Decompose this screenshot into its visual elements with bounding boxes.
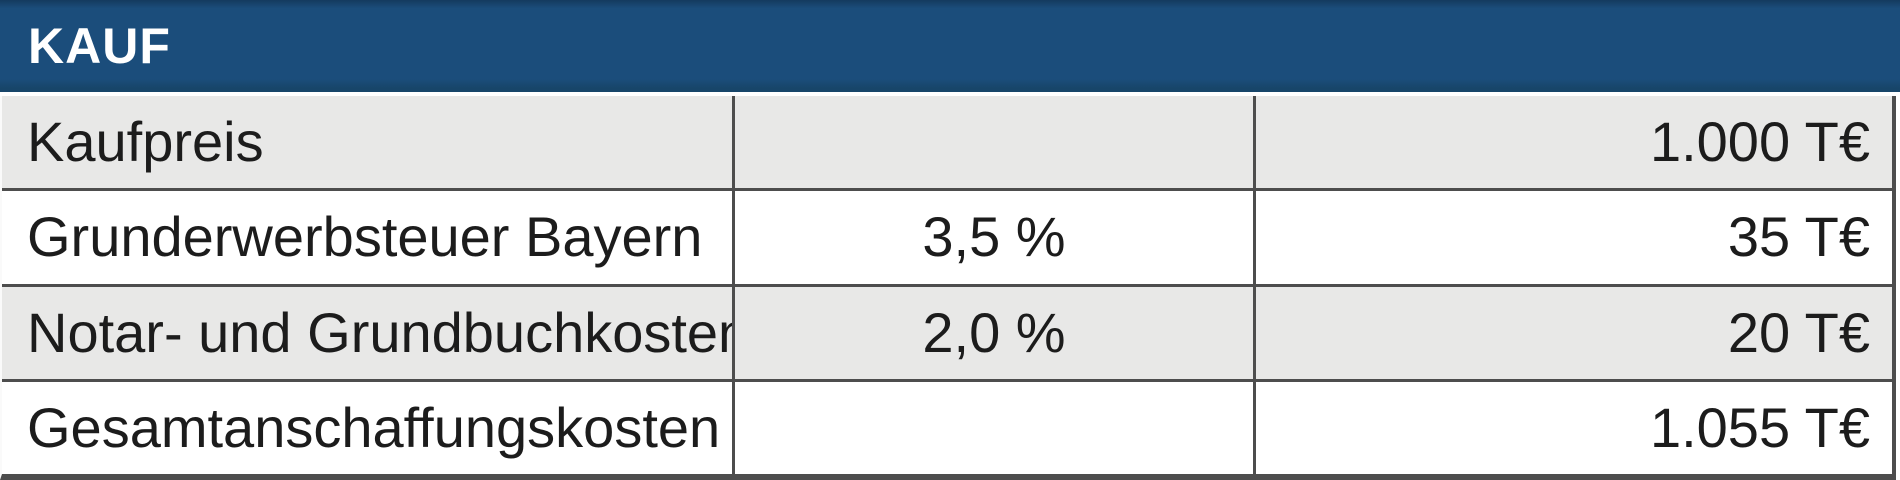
table-row-gesamtanschaffung: Gesamtanschaffungskosten 1.055 T€	[2, 378, 1892, 474]
table-header: KAUF	[0, 0, 1900, 96]
row-percent: 3,5 %	[735, 191, 1256, 284]
row-percent: 2,0 %	[735, 286, 1256, 379]
row-value: 1.055 T€	[1649, 395, 1870, 459]
row-value: 35 T€	[1727, 205, 1870, 269]
row-label: Grunderwerbsteuer Bayern	[2, 191, 735, 284]
table-row-grunderwerbsteuer: Grunderwerbsteuer Bayern 3,5 % 35 T€	[2, 188, 1892, 284]
row-percent	[735, 381, 1256, 474]
row-value: 20 T€	[1727, 300, 1870, 364]
row-label: Gesamtanschaffungskosten	[2, 381, 735, 474]
table-row-kaufpreis: Kaufpreis 1.000 T€	[2, 96, 1892, 189]
table-title: KAUF	[28, 18, 171, 74]
row-percent	[735, 96, 1256, 189]
row-label: Kaufpreis	[2, 96, 735, 189]
table-row-notar-grundbuch: Notar- und Grundbuchkosten 2,0 % 20 T€	[2, 283, 1892, 379]
row-label: Notar- und Grundbuchkosten	[2, 286, 735, 379]
row-value: 1.000 T€	[1649, 110, 1870, 174]
table-body: Kaufpreis 1.000 T€ Grunderwerbsteuer Bay…	[0, 96, 1896, 480]
